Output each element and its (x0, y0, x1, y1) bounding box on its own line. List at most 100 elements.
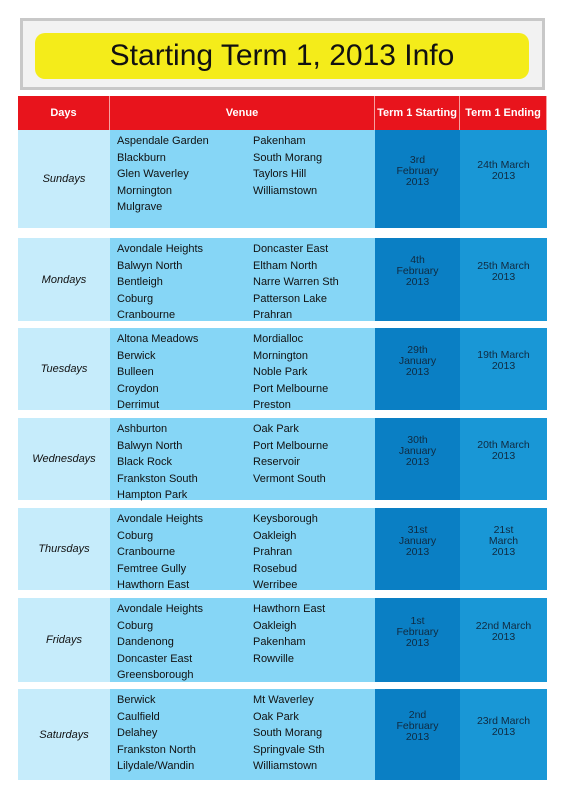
column-header: Term 1 Starting (375, 96, 460, 130)
venue: Springvale Sth (253, 743, 325, 756)
venue: Lilydale/Wandin (117, 760, 195, 772)
start-cell: 4th February 2013 (375, 238, 460, 321)
end-cell: 23rd March 2013 (460, 689, 547, 780)
venue: Mornington (117, 184, 173, 197)
venue: Coburg (117, 619, 154, 632)
venue: Oak Park (253, 710, 299, 723)
start-date: 2013 (405, 636, 430, 649)
venue: Black Rock (117, 456, 173, 468)
venue: Balwyn North (117, 259, 183, 272)
venue: Mordialloc (253, 333, 304, 345)
venue: Glen Waverley (117, 168, 189, 180)
venue: Prahran (253, 546, 293, 558)
column-header: Term 1 Ending (460, 96, 547, 130)
end-date: 21st (493, 523, 514, 536)
venue: Oak Park (253, 423, 299, 435)
venue: Avondale Heights (117, 243, 204, 255)
day-cell: Tuesdays (18, 328, 110, 410)
end-date: 22nd March (475, 620, 532, 632)
start-date: 29th (407, 343, 428, 356)
day-cell: Sundays (18, 130, 110, 228)
venue-cell: Avondale Heights Balwyn North Bentleigh Cob… (110, 238, 375, 321)
column-header: Venue (110, 96, 375, 130)
venue: Hawthorn East (253, 603, 326, 615)
day-cell: Fridays (18, 598, 110, 682)
venue: Cranbourne (117, 309, 176, 321)
venue: Blackburn (117, 151, 166, 164)
venue: Williamstown (253, 760, 318, 772)
end-cell: 20th March 2013 (460, 418, 547, 500)
venue: Bulleen (117, 366, 154, 378)
start-date: 1st (410, 614, 425, 627)
venue: Oakleigh (253, 529, 297, 542)
venue: Narre Warren Sth (253, 276, 339, 288)
venue-cell: Avondale Heights Coburg Dandenong Doncaster… (110, 598, 375, 682)
venue: Coburg (117, 529, 154, 542)
venue: Coburg (117, 292, 154, 305)
day-cell: Mondays (18, 238, 110, 321)
venue: Dandenong (117, 636, 174, 648)
column-header: Days (18, 96, 110, 130)
end-date: 2013 (491, 725, 516, 738)
start-date: January (398, 534, 437, 547)
venue: Aspendale Garden (117, 135, 209, 147)
venue: Greensborough (117, 669, 194, 681)
start-date: 2013 (405, 731, 430, 743)
start-cell: 3rd February 2013 (375, 130, 460, 228)
venue: Frankston North (117, 743, 196, 756)
venue: Balwyn North (117, 439, 183, 452)
venue: Mulgrave (117, 201, 163, 213)
end-cell: 19th March 2013 (460, 328, 547, 410)
title: Starting Term 1, 2013 Info (109, 39, 455, 72)
venue: Avondale Heights (117, 603, 204, 615)
start-date: February (396, 164, 439, 177)
start-date: January (398, 444, 437, 457)
venue: Pakenham (253, 636, 306, 648)
start-date: 2013 (405, 365, 430, 378)
end-date: 19th March (477, 349, 530, 361)
venue: Pakenham (253, 135, 306, 147)
end-date: 20th March (477, 439, 530, 451)
venue: Mornington (253, 349, 309, 362)
venue: Reservoir (253, 456, 301, 468)
day-cell: Thursdays (18, 508, 110, 590)
venue: Doncaster East (117, 652, 193, 665)
venue-cell: Aspendale Garden Blackburn Glen Waverley Mo… (110, 130, 375, 228)
start-date: February (396, 625, 439, 638)
start-date: 2013 (405, 175, 430, 188)
start-cell: 29th January 2013 (375, 328, 460, 410)
start-date: 31st (407, 523, 428, 536)
venue: Rosebud (253, 562, 298, 575)
venue: Patterson Lake (253, 292, 327, 305)
start-date: 2013 (405, 276, 430, 288)
end-cell: 22nd March 2013 (460, 598, 547, 682)
start-date: January (398, 354, 437, 367)
end-date: 2013 (491, 360, 516, 372)
venue-cell: Ashburton Balwyn North Black Rock Frankston… (110, 418, 375, 501)
start-cell: 1st February 2013 (375, 598, 460, 682)
venue-cell: Avondale Heights Coburg Cranbourne Femtree … (110, 508, 375, 591)
venue: Croydon (117, 382, 159, 395)
end-date: 25th March (477, 259, 530, 272)
day-cell: Wednesdays (18, 418, 110, 500)
venue: Taylors Hill (253, 168, 307, 180)
venue: Vermont South (253, 472, 326, 485)
venue: Eltham North (253, 259, 318, 272)
venue: Rowville (253, 652, 294, 665)
venue: Altona Meadows (117, 333, 199, 345)
venue: Keysborough (253, 513, 318, 525)
venue: Preston (253, 399, 291, 411)
venue: Derrimut (117, 399, 160, 411)
end-date: 24th March (477, 159, 530, 171)
start-date: 2nd (408, 709, 427, 721)
end-date: March (488, 534, 519, 547)
start-date: 2013 (405, 455, 430, 468)
end-cell: 21st March 2013 (460, 508, 547, 590)
venue: Oakleigh (253, 619, 297, 632)
end-date: 23rd March (476, 714, 531, 727)
venue: South Morang (253, 151, 323, 164)
venue: Frankston South (117, 472, 198, 485)
start-date: 4th (410, 254, 425, 266)
start-date: 30th (407, 433, 428, 446)
